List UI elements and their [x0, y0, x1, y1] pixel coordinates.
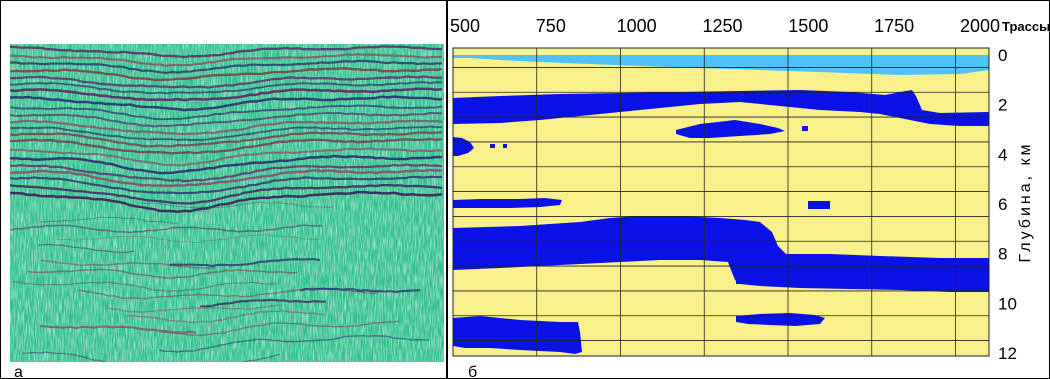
seismic-reflector	[10, 95, 443, 112]
seismic-reflector	[10, 87, 443, 102]
seismic-reflector	[38, 243, 135, 254]
seismic-reflector	[10, 81, 442, 95]
seismic-reflector	[39, 324, 197, 334]
seismic-reflector	[10, 163, 443, 183]
thin-body-1	[453, 198, 562, 208]
panel-a-label: а	[14, 364, 23, 379]
seismic-reflector	[10, 111, 442, 128]
seismic-reflector	[10, 147, 442, 167]
trace-tick-label: 1000	[617, 16, 657, 36]
seismic-reflector	[199, 298, 326, 308]
layer-body-1	[453, 90, 989, 126]
seismic-reflector	[10, 224, 323, 234]
seismic-reflector	[56, 234, 321, 244]
seismic-reflector	[299, 287, 421, 293]
panel-b-label: б	[468, 364, 477, 379]
large-body-main	[453, 216, 989, 292]
model-bodies	[453, 55, 989, 354]
depth-tick-label: 4	[998, 145, 1007, 164]
seismic-reflector	[10, 168, 443, 187]
seismic-reflector	[10, 104, 443, 121]
trace-tick-label: 2000	[960, 16, 1000, 36]
seismic-reflector	[10, 131, 443, 148]
seismic-reflector	[158, 320, 399, 337]
seismic-section-panel	[10, 44, 444, 362]
seismic-reflector	[10, 119, 443, 136]
seismic-reflector	[105, 304, 280, 313]
trace-tick-label: 500	[450, 16, 480, 36]
model-frame	[452, 47, 990, 357]
seismic-reflector	[21, 351, 281, 362]
lens-body-2	[736, 313, 825, 326]
bottom-left-body	[453, 316, 582, 354]
depth-tick-label: 2	[998, 96, 1007, 115]
seismic-reflector	[10, 190, 443, 214]
speck-5	[736, 278, 744, 284]
seismic-reflector	[10, 125, 442, 142]
trace-tick-label: 1250	[702, 16, 742, 36]
seismic-reflector	[126, 309, 325, 324]
trace-tick-label: 750	[536, 16, 566, 36]
model-grid	[453, 48, 989, 356]
seismic-reflector	[12, 281, 277, 293]
seismic-reflector	[10, 45, 443, 59]
seismic-reflector	[10, 183, 443, 205]
seismic-reflector	[141, 201, 334, 209]
depth-tick-label: 0	[998, 46, 1007, 65]
speck-2	[490, 144, 495, 148]
seismic-reflector	[10, 59, 442, 74]
trace-tick-label: 1750	[874, 16, 914, 36]
trace-axis-unit: Трассы	[1002, 19, 1050, 34]
speck-3	[503, 144, 507, 148]
depth-tick-label: 8	[998, 245, 1007, 264]
depth-tick-label: 6	[998, 195, 1007, 214]
speck-1	[802, 126, 808, 131]
depth-axis-label: Глубина, км	[1017, 141, 1034, 262]
seismic-reflectors	[10, 45, 443, 362]
seismic-reflector	[10, 154, 443, 175]
depth-tick-labels: 0 2 4 6 8 10 12	[998, 46, 1017, 363]
seismic-reflector	[27, 268, 298, 279]
speck-4	[808, 201, 830, 209]
depth-tick-label: 12	[998, 344, 1017, 363]
seismic-reflector	[39, 216, 178, 224]
depth-tick-label: 10	[998, 294, 1017, 313]
lens-body-1	[676, 120, 785, 138]
seismic-reflector	[40, 259, 216, 269]
trace-tick-labels: 500 750 1000 1250 1500 1750 2000	[450, 16, 1000, 36]
seismic-reflector	[159, 334, 430, 353]
depth-model-panel: 500 750 1000 1250 1500 1750 2000 Трассы 0 2 4 6 8 1…	[450, 16, 1050, 363]
seismic-reflector	[10, 137, 443, 155]
seismic-reflector	[10, 53, 443, 67]
seismic-reflector	[10, 67, 443, 82]
sea-layer	[453, 55, 989, 75]
seismic-reflector	[10, 175, 443, 195]
seismic-reflector	[10, 75, 442, 89]
trace-tick-label: 1500	[788, 16, 828, 36]
seismic-reflector	[170, 258, 321, 268]
